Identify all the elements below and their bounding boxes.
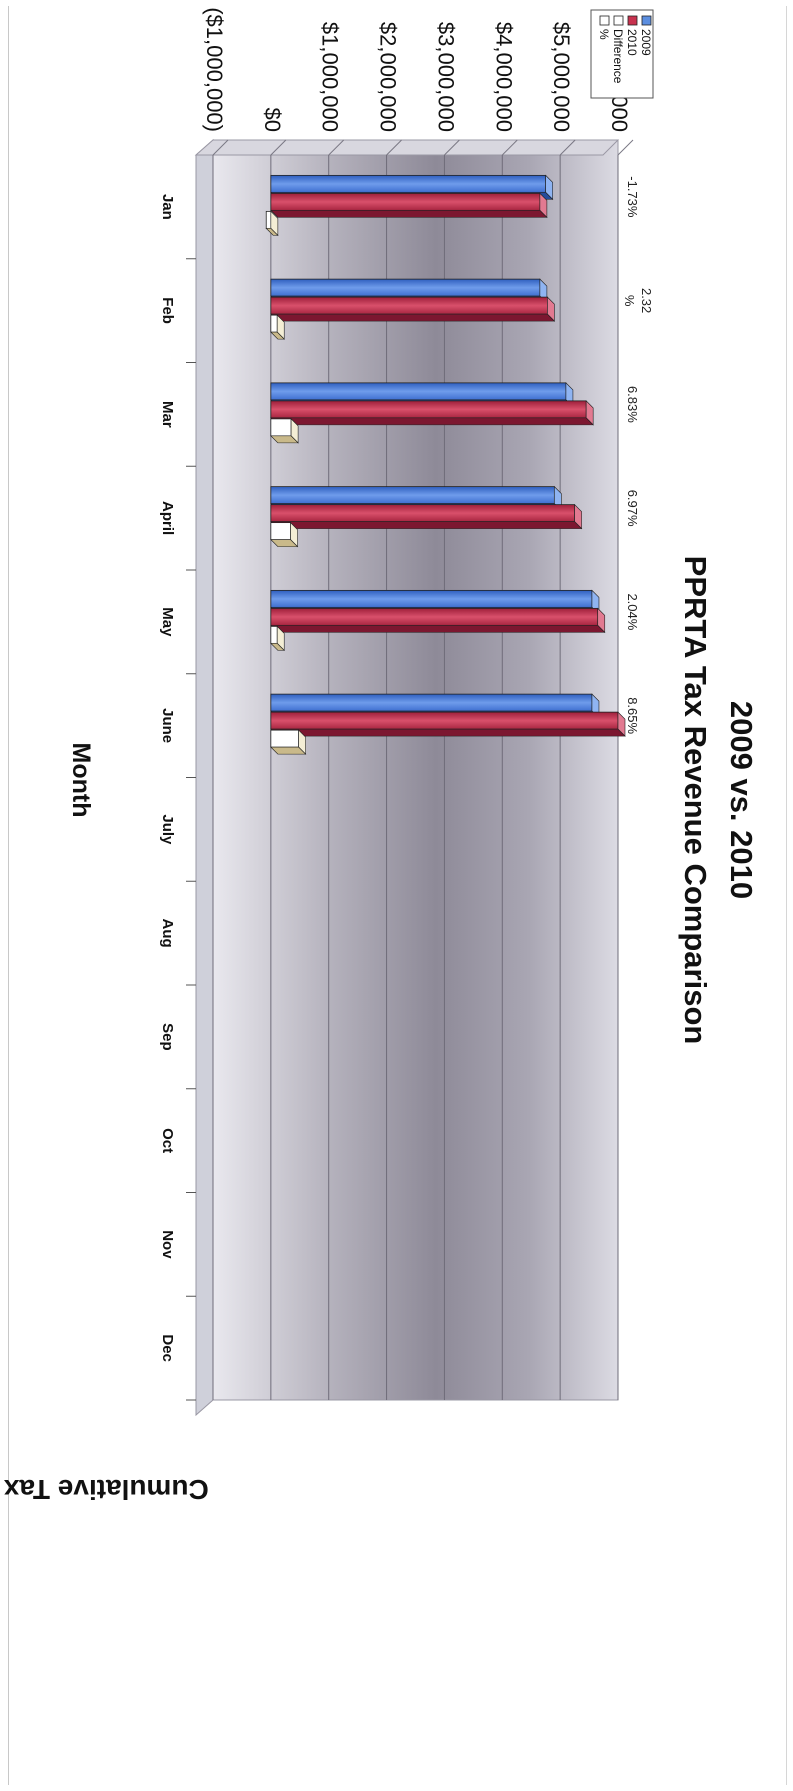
bar-side-2010 [270,313,556,322]
bar-difference-jan [265,210,272,229]
bar-2010-may [270,607,599,626]
bar-2010-mar [270,400,587,419]
gridline-side-4 [386,139,402,156]
bar-2009-jan [270,174,547,193]
bar-2009-feb [270,278,541,297]
legend-label-1: 2009 [639,29,653,56]
data-label-may: 2.04% [625,593,640,630]
legend-swatch-4 [599,15,610,26]
bar-side-2010 [270,417,594,426]
data-label-line: 2.04% [625,593,640,630]
bar-difference-mar [270,418,292,437]
bar-difference-may [270,625,278,644]
x-tick-label: Mar [159,401,176,428]
bar-2010-feb [270,296,548,315]
bars [265,174,626,755]
gridline-side-3 [444,139,460,156]
chart-title: 2009 vs. 2010 [724,701,759,899]
bar-side-2010 [270,728,626,737]
bar-side-difference [270,435,299,444]
y-tick-label: $1,000,000 [318,22,343,132]
data-label-line: 6.83% [625,386,640,423]
x-tick-labels: Jan Feb Mar April May June July Aug Sep Oct Nov Dec [159,194,176,1362]
x-tick-label: Feb [159,297,176,324]
bar-side-difference [270,331,285,340]
x-tick-label: April [159,501,176,535]
x-tick-label: Nov [159,1230,176,1259]
bar-side-2010 [270,521,583,529]
gridline-side-2 [501,139,518,156]
bar-side-difference [270,539,299,547]
data-label-mar: 6.83% [625,386,640,423]
x-tick-label: Sep [159,1023,176,1051]
legend-swatch-3 [613,15,624,26]
bar-2010-april [270,504,576,523]
gridline-side-1 [559,139,576,156]
chart-floor [195,138,214,1417]
bar-2009-may [270,589,593,608]
x-tick-label: Dec [159,1334,176,1362]
bar-2010-jan [270,192,541,211]
y-tick-label: $4,000,000 [491,22,516,132]
y-tick-label: $3,000,000 [433,22,458,132]
bar-difference-april [270,522,291,541]
legend-swatch-1 [641,15,652,26]
data-label-june: 8.65% [625,697,640,734]
data-label-line: 6.97% [625,490,640,527]
gridline-side-6 [270,139,287,156]
x-tick-marks [186,258,196,1401]
x-tick-label: Aug [159,919,176,948]
data-label-line: 8.65% [625,697,640,734]
data-label-line: % [622,295,637,307]
x-tick-label: Jan [159,194,176,220]
y-tick-label: $2,000,000 [376,22,401,132]
bar-side-2010 [270,625,606,633]
bar-side-2010 [270,210,548,218]
data-label-jan: -1.73% [625,176,640,218]
data-label-line: 2.32 [639,288,654,313]
bar-2010-june [270,711,619,730]
x-tick-label: June [159,708,176,743]
gridline-side-0 [617,139,634,156]
bar-2009-june [270,693,593,712]
legend-box [590,9,654,99]
x-tick-label: July [159,814,176,845]
gridline-side-5 [328,139,345,156]
legend-label-2: 2010 [625,29,639,56]
y-tick-label: ($1,000,000) [202,7,227,132]
bar-2009-mar [270,382,567,401]
chart-subtitle: PPRTA Tax Revenue Comparison [678,556,713,1045]
data-label-april: 6.97% [625,490,640,527]
bar-difference-june [270,729,300,748]
gridline-side-7 [212,139,229,156]
bar-side-difference [270,643,285,651]
legend-label-4: % [597,29,611,40]
legend-swatch-2 [627,15,638,26]
legend-label-3: Difference [611,29,625,84]
y-tick-label: $5,000,000 [549,22,574,132]
page-frame [8,6,787,1785]
y-tick-labels: $6,000,000$5,000,000$4,000,000$3,000,000… [202,7,632,132]
chart-side-wall [194,139,620,156]
data-label-feb: 2.32% [622,288,654,313]
data-labels: -1.73% 2.32% 6.83% 6.97% 2.04% 8.65% [622,176,654,734]
bar-side-difference [265,228,279,236]
x-tick-label: Oct [159,1128,176,1153]
y-axis-label: Cumulative Tax Revenue [0,1474,209,1505]
bar-side-difference [270,746,307,755]
y-tick-label: $0 [260,108,285,132]
data-label-line: -1.73% [625,176,640,218]
x-tick-label: May [159,607,176,637]
bar-difference-feb [270,314,278,333]
gridlines [212,139,634,1400]
bar-2009-april [270,486,555,505]
x-axis-label: Month [67,743,95,818]
